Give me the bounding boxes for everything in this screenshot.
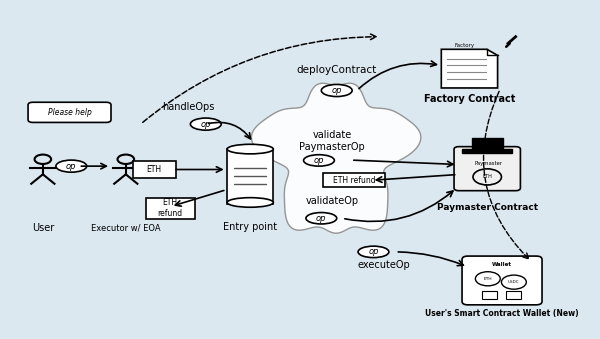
FancyBboxPatch shape [146,198,194,219]
Text: Entry point: Entry point [223,222,277,232]
Text: ETH
refund: ETH refund [158,198,183,218]
Text: deployContract: deployContract [296,65,377,75]
FancyBboxPatch shape [454,147,520,191]
FancyBboxPatch shape [462,256,542,305]
FancyBboxPatch shape [28,102,111,122]
Text: ETH: ETH [484,277,492,281]
Polygon shape [442,49,497,88]
Text: handleOps: handleOps [162,102,214,112]
Bar [472,138,503,149]
Bar [506,291,521,299]
Ellipse shape [358,246,389,258]
Ellipse shape [322,84,352,97]
Ellipse shape [56,160,87,172]
FancyBboxPatch shape [323,173,385,187]
Ellipse shape [304,155,334,166]
Ellipse shape [306,213,337,224]
Text: validateOp: validateOp [305,196,359,206]
Ellipse shape [227,198,274,207]
Text: validate
PaymasterOp: validate PaymasterOp [299,130,365,152]
Text: Paymaster: Paymaster [475,161,502,166]
Text: Please help: Please help [47,108,91,117]
Text: op: op [316,214,326,223]
Text: ETH refund: ETH refund [332,176,375,185]
Text: Executor w/ EOA: Executor w/ EOA [91,223,161,232]
Text: USDC: USDC [508,280,520,284]
Ellipse shape [190,118,221,130]
Polygon shape [251,83,421,233]
Text: op: op [331,86,342,95]
Bar [463,149,512,153]
Text: Factory: Factory [455,43,475,47]
Text: ETH: ETH [146,165,162,174]
Text: Factory Contract: Factory Contract [424,94,515,104]
FancyBboxPatch shape [227,149,274,204]
Text: op: op [314,156,324,165]
Bar [482,291,497,299]
Text: User: User [32,223,54,233]
FancyBboxPatch shape [133,161,176,178]
Text: Paymaster Contract: Paymaster Contract [437,203,538,212]
Text: ETH: ETH [482,174,492,179]
Text: op: op [200,120,211,128]
Text: User's Smart Contract Wallet (New): User's Smart Contract Wallet (New) [425,309,579,318]
Ellipse shape [227,144,274,154]
Text: Wallet: Wallet [492,262,512,267]
Text: op: op [368,247,379,256]
Text: executeOp: executeOp [357,260,410,270]
Text: op: op [66,162,77,171]
